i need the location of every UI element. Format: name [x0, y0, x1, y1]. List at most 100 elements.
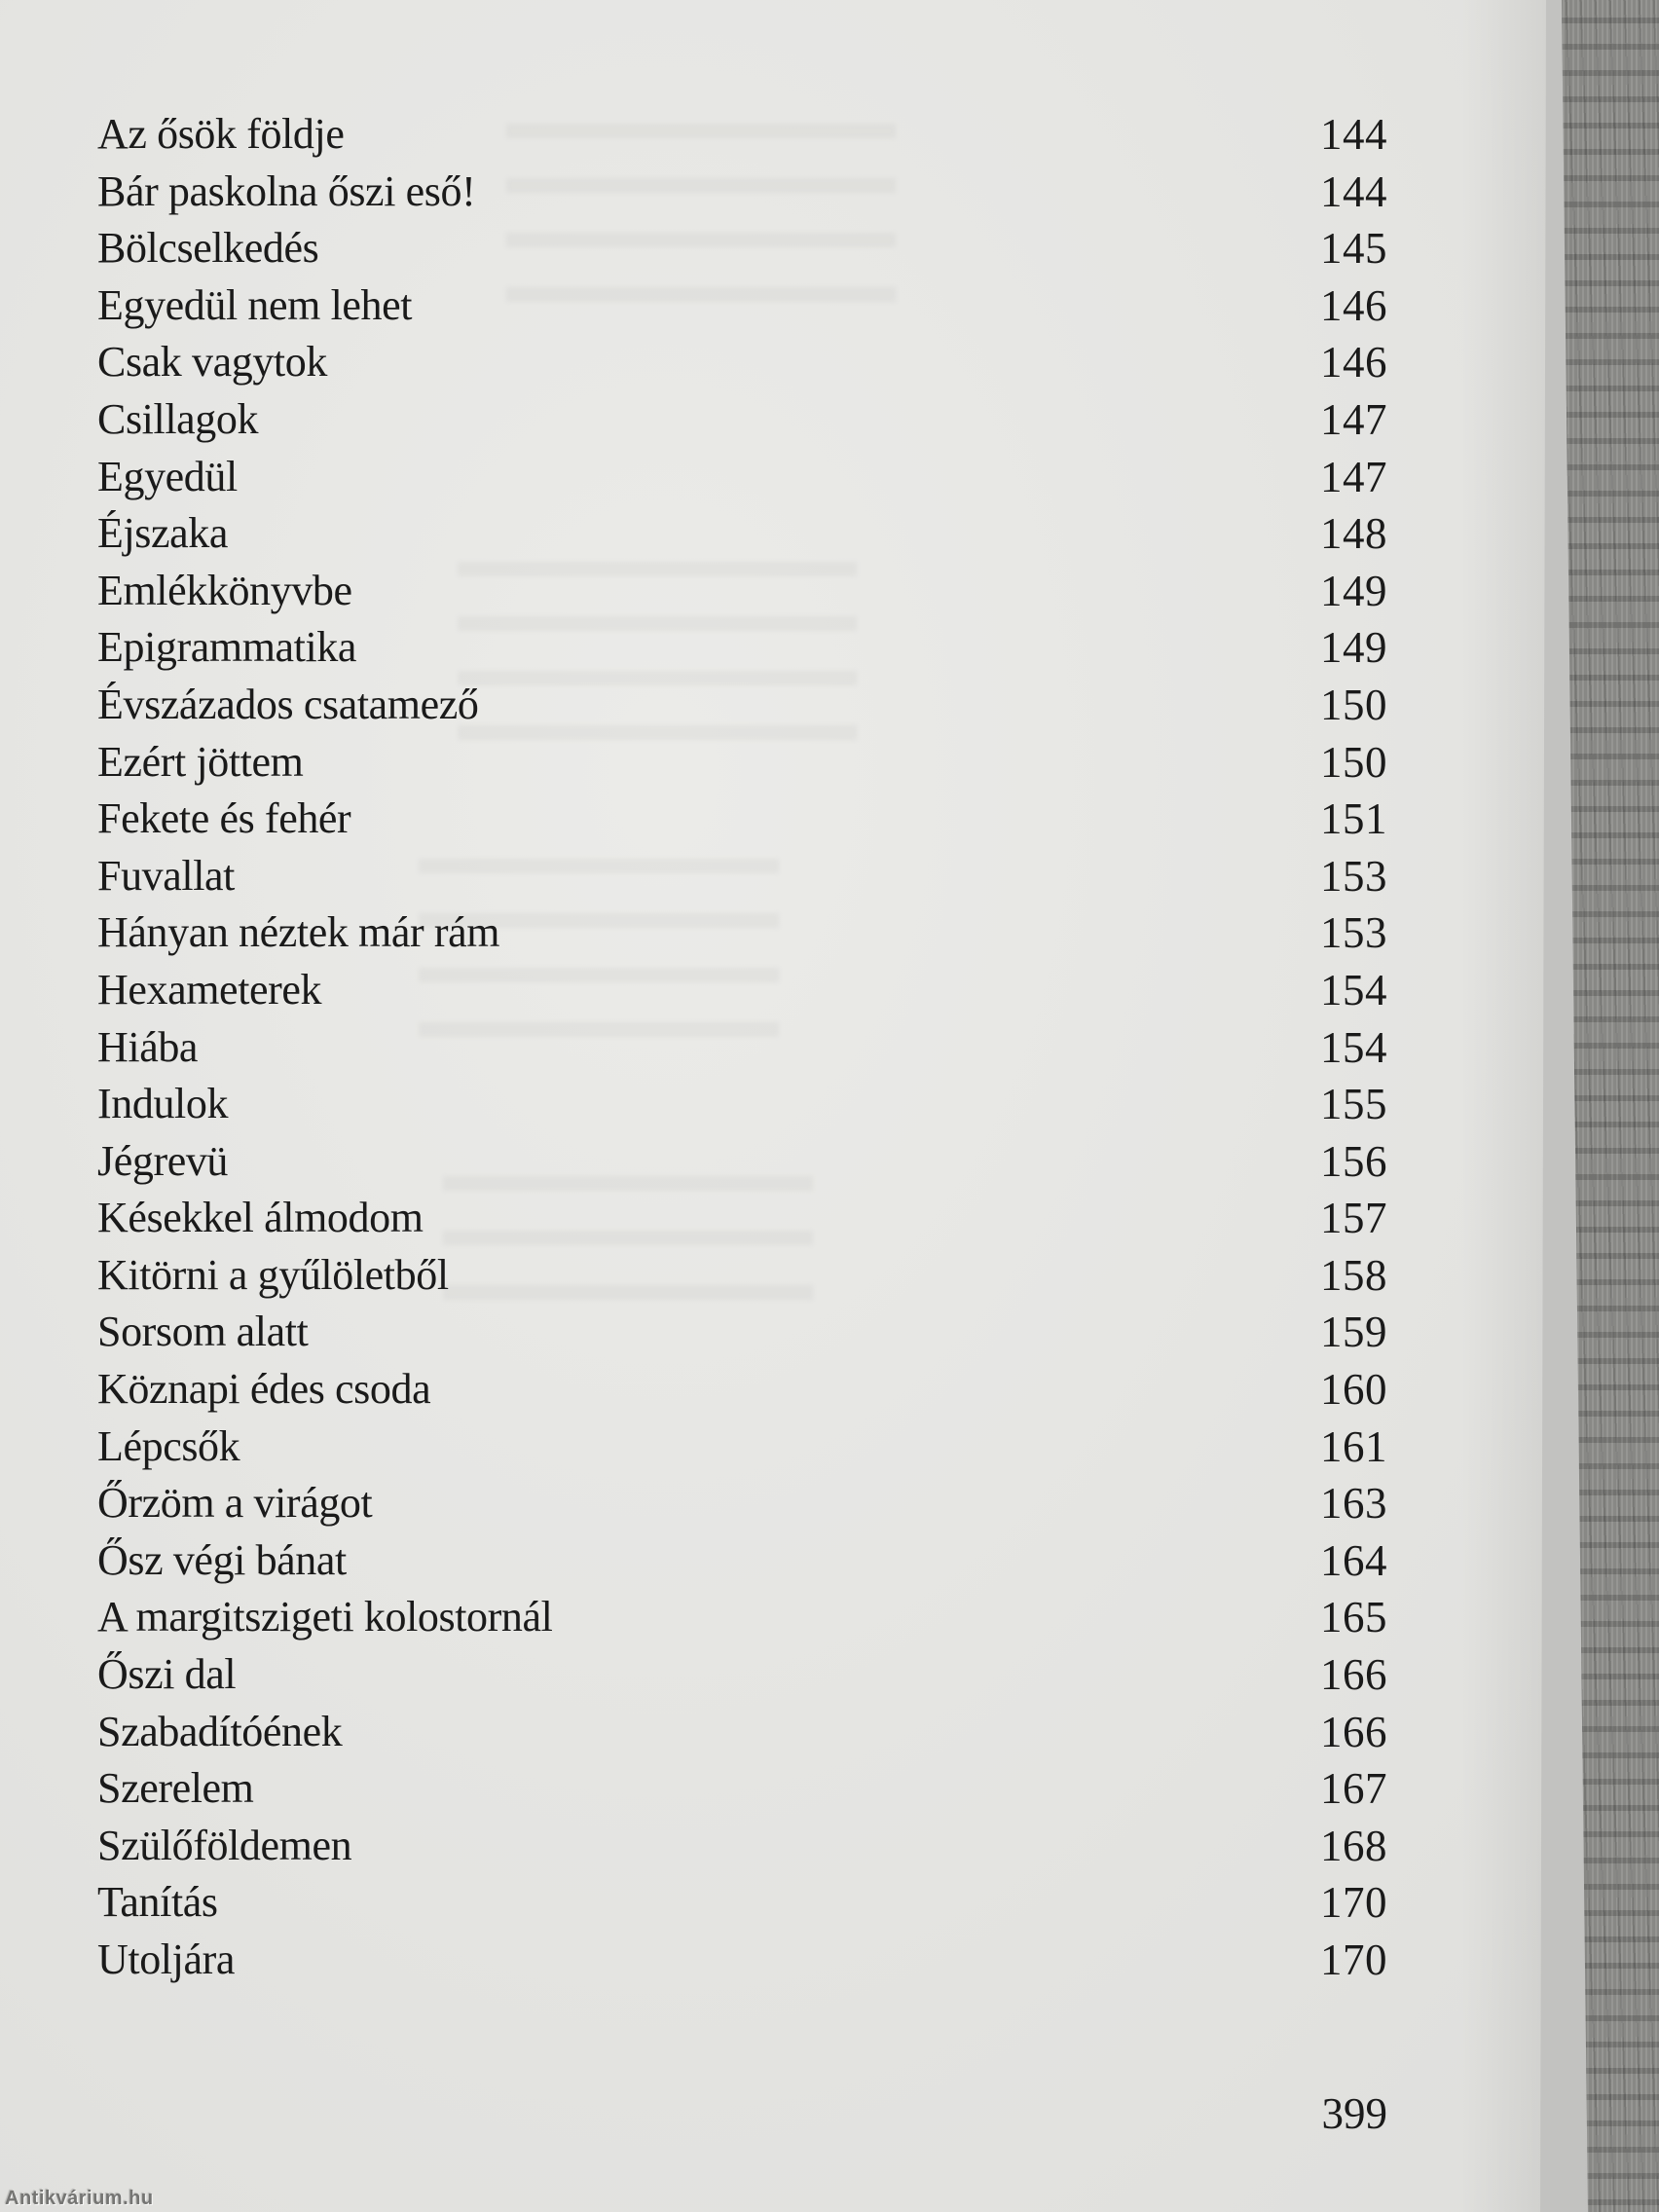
dot-leader: [244, 1912, 1275, 1919]
toc-row: Éjszaka 148: [97, 505, 1387, 563]
toc-entry-page-number: 166: [1320, 1650, 1387, 1700]
dot-leader: [353, 371, 1275, 379]
toc-entry-page-number: 156: [1320, 1136, 1387, 1186]
dot-leader: [264, 486, 1275, 494]
toc-entry-page-number: 170: [1320, 1936, 1387, 1984]
dot-leader: [285, 428, 1275, 436]
toc-row: Hiába 154: [97, 1019, 1387, 1077]
dot-leader: [349, 999, 1275, 1007]
toc-row: Késekkel álmodom 157: [97, 1190, 1387, 1247]
toc-row: Hányan néztek már rám 153: [97, 904, 1387, 962]
toc-entry-title: Szerelem: [97, 1764, 254, 1813]
toc-entry-page-number: 151: [1320, 794, 1387, 844]
toc-entry-title: Csillagok: [97, 394, 259, 443]
toc-row: Egyedül 147: [97, 449, 1387, 506]
toc-row: Szerelem 167: [97, 1760, 1387, 1818]
toc-row: Egyedül nem lehet 146: [97, 277, 1387, 335]
toc-entry-page-number: 165: [1320, 1593, 1387, 1642]
toc-row: Fuvallat 153: [97, 848, 1387, 905]
toc-entry-title: Szabadítóének: [97, 1707, 343, 1755]
page-number: 399: [1321, 2089, 1388, 2138]
dot-leader: [379, 600, 1275, 608]
dot-leader: [505, 714, 1275, 721]
dot-leader: [255, 1170, 1275, 1178]
toc-entry-page-number: 145: [1320, 224, 1387, 274]
toc-entry-page-number: 153: [1320, 851, 1387, 901]
toc-entry-title: Csak vagytok: [97, 338, 327, 387]
toc-entry-title: Hiába: [97, 1022, 199, 1071]
toc-entry-page-number: 167: [1320, 1764, 1387, 1814]
toc-row: Sorsom alatt 159: [97, 1304, 1387, 1361]
toc-entry-title: Fekete és fehér: [97, 794, 351, 843]
toc-row: Szabadítóének 166: [97, 1704, 1387, 1761]
toc-row: Szülőföldemen 168: [97, 1818, 1387, 1875]
dot-leader: [450, 1227, 1275, 1235]
toc-entry-page-number: 158: [1320, 1250, 1387, 1300]
toc-entry-page-number: 155: [1320, 1080, 1387, 1129]
toc-row: Csak vagytok 146: [97, 334, 1387, 391]
dot-leader: [335, 1342, 1275, 1349]
toc-entry-page-number: 163: [1320, 1479, 1387, 1529]
toc-row: Indulok 155: [97, 1076, 1387, 1133]
dot-leader: [267, 1456, 1275, 1463]
dot-leader: [475, 1284, 1275, 1292]
toc-entry-page-number: 150: [1320, 680, 1387, 729]
toc-entry-page-number: 159: [1320, 1308, 1387, 1357]
toc-entry-page-number: 144: [1320, 166, 1387, 216]
toc-entry-title: Utoljára: [97, 1936, 235, 1983]
toc-entry-title: Indulok: [97, 1080, 229, 1128]
dot-leader: [378, 828, 1275, 835]
dot-leader: [458, 1398, 1275, 1406]
dot-leader: [371, 143, 1275, 151]
toc-row: Őszi dal 166: [97, 1646, 1387, 1704]
toc-row: Ezért jöttem 150: [97, 734, 1387, 792]
toc-row: Jégrevü 156: [97, 1133, 1387, 1191]
dot-leader: [280, 1797, 1275, 1805]
toc-entry-page-number: 154: [1320, 965, 1387, 1014]
toc-entry-page-number: 168: [1320, 1821, 1387, 1870]
toc-row: Őrzöm a virágot 163: [97, 1475, 1387, 1532]
dot-leader: [346, 257, 1275, 265]
toc-entry-title: Az ősök földje: [97, 110, 345, 158]
toc-row: Bölcselkedés 145: [97, 220, 1387, 277]
toc-entry-page-number: 170: [1320, 1878, 1387, 1928]
toc-entry-title: A margitszigeti kolostornál: [97, 1593, 553, 1641]
toc-entry-title: Hexameterek: [97, 965, 322, 1014]
dot-leader: [255, 1113, 1275, 1121]
toc-entry-title: Kitörni a gyűlöletből: [97, 1250, 449, 1299]
toc-entry-title: Bölcselkedés: [97, 224, 319, 273]
toc-entry-title: Évszázados csatamező: [97, 680, 479, 728]
dot-leader: [369, 1741, 1275, 1749]
toc-entry-page-number: 147: [1320, 394, 1387, 444]
toc-row: Emlékkönyvbe 149: [97, 563, 1387, 620]
toc-row: Tanítás 170: [97, 1874, 1387, 1932]
toc-entry-page-number: 166: [1320, 1707, 1387, 1756]
toc-entry-page-number: 150: [1320, 737, 1387, 787]
toc-row: Hexameterek 154: [97, 962, 1387, 1019]
toc-row: Utoljára 170: [97, 1932, 1387, 1989]
toc-entry-title: Fuvallat: [97, 851, 236, 900]
dot-leader: [373, 1569, 1275, 1577]
toc-entry-title: Késekkel álmodom: [97, 1194, 424, 1242]
toc-entry-page-number: 148: [1320, 509, 1387, 559]
toc-row: Az ősök földje 144: [97, 106, 1387, 164]
toc-entry-title: Ezért jöttem: [97, 737, 304, 786]
toc-entry-page-number: 157: [1320, 1194, 1387, 1243]
dot-leader: [384, 656, 1275, 664]
toc-entry-title: Köznapi édes csoda: [97, 1365, 431, 1414]
page-curl-shadow: [1460, 0, 1550, 2212]
dot-leader: [439, 314, 1275, 322]
toc-entry-title: Szülőföldemen: [97, 1821, 352, 1869]
dot-leader: [502, 201, 1275, 208]
toc-row: Évszázados csatamező 150: [97, 677, 1387, 734]
toc-entry-page-number: 146: [1320, 280, 1387, 330]
dot-leader: [262, 885, 1275, 893]
toc-row: Kitörni a gyűlöletből 158: [97, 1247, 1387, 1305]
toc-entry-title: Egyedül nem lehet: [97, 280, 413, 329]
toc-entry-title: Bár paskolna őszi eső!: [97, 166, 476, 215]
toc-entry-page-number: 154: [1320, 1022, 1387, 1072]
dot-leader: [225, 1056, 1275, 1064]
dot-leader: [379, 1855, 1275, 1862]
toc-entry-title: Hányan néztek már rám: [97, 908, 500, 957]
